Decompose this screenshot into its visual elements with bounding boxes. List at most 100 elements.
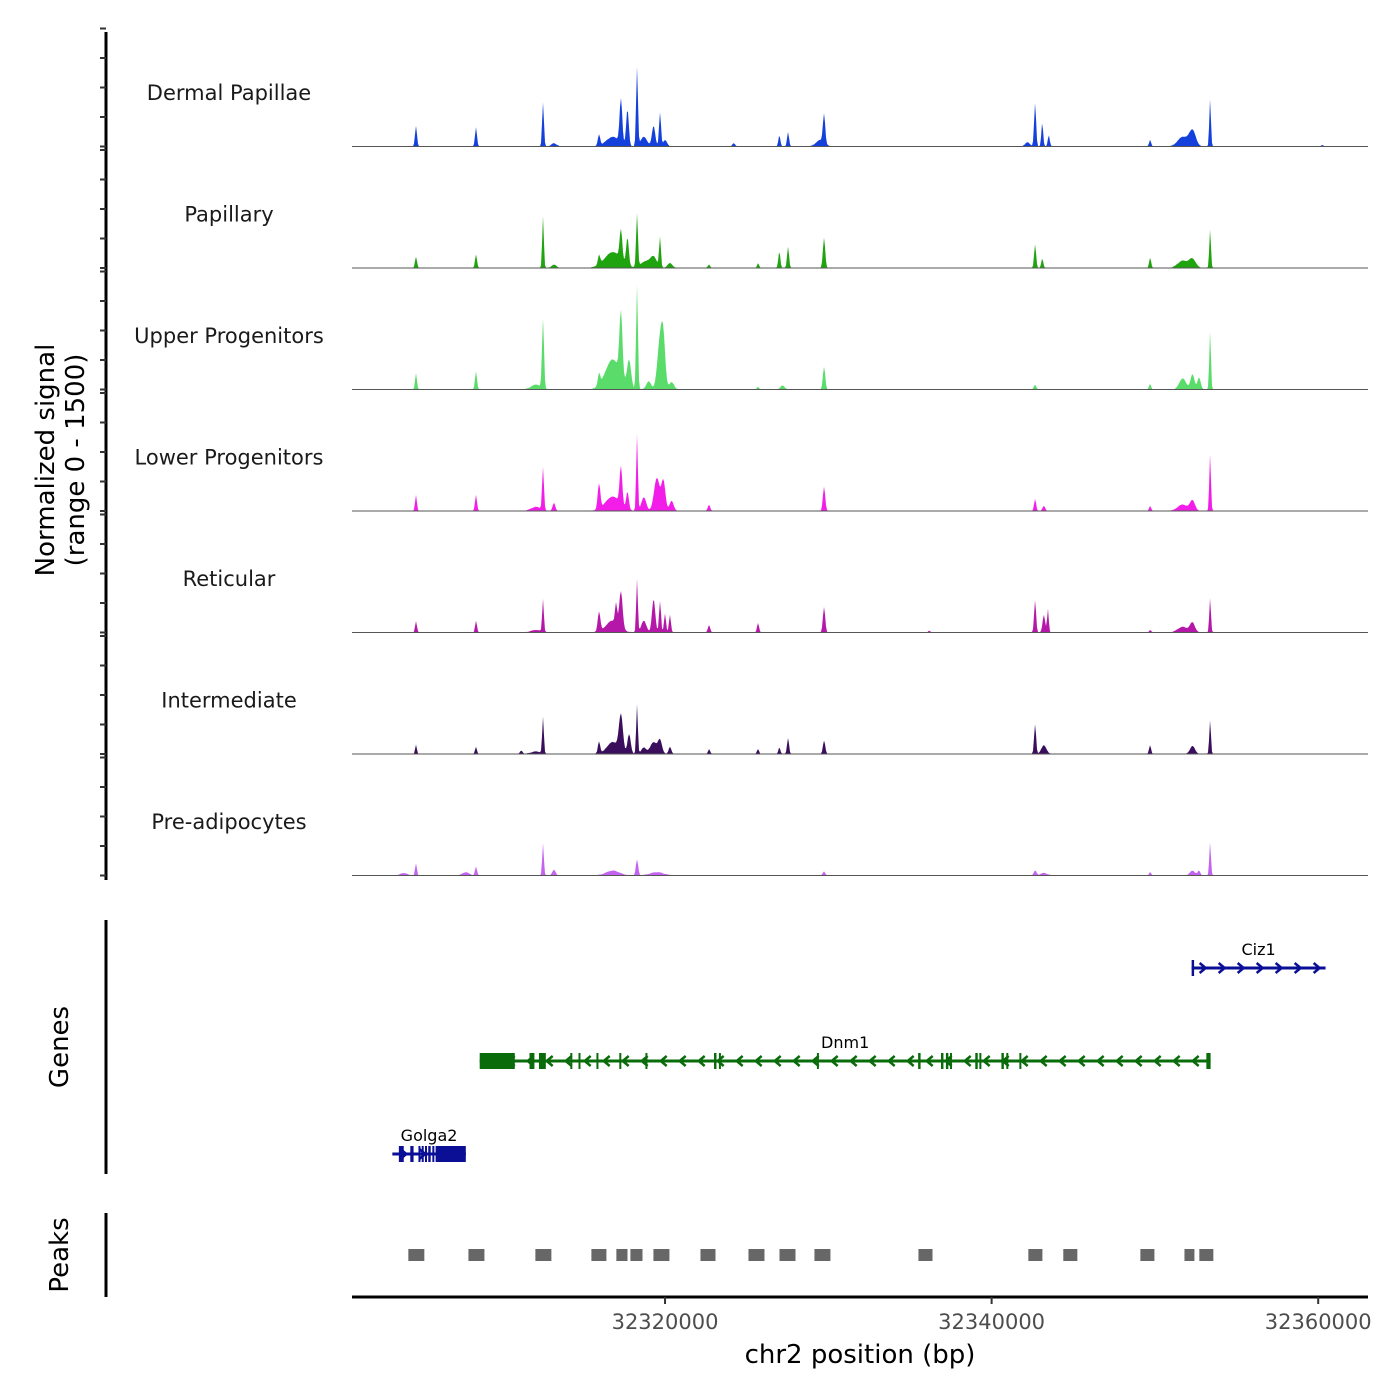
strand-arrow [867, 1055, 877, 1067]
peak-region [779, 1249, 796, 1261]
exon [410, 1146, 414, 1162]
peak-region [630, 1249, 643, 1261]
peak-region [1140, 1249, 1155, 1261]
peak-region [408, 1249, 425, 1261]
exon [1191, 960, 1195, 976]
signal-y-axis [100, 27, 108, 880]
signal-track-lower-progenitors: Lower Progenitors [135, 434, 1368, 512]
exon [538, 1053, 546, 1069]
peak-region [616, 1249, 628, 1261]
strand-arrow [924, 1055, 934, 1067]
strand-arrow [1133, 1055, 1143, 1067]
strand-arrow [1198, 962, 1208, 974]
strand-arrow [1171, 1055, 1181, 1067]
exon [975, 1053, 978, 1069]
x-tick-label: 32360000 [1265, 1310, 1372, 1334]
exon [816, 1053, 819, 1069]
signal-track-dermal-papillae: Dermal Papillae [147, 66, 1368, 147]
strand-arrow [1019, 1055, 1029, 1067]
peaks-panel-label: Peaks [45, 1217, 75, 1292]
peak-region [468, 1249, 485, 1261]
x-ticks: 32320000 32340000 32360000 [612, 1297, 1372, 1334]
exon [1001, 1053, 1004, 1069]
signal-area [352, 66, 1368, 147]
peak-region [700, 1249, 716, 1261]
gene-models: Dnm1 Ciz1 Golga2 [392, 940, 1326, 1162]
peaks-panel: Peaks [45, 1213, 1214, 1297]
exon [418, 1146, 421, 1162]
exon [479, 1053, 515, 1069]
gene-label: Golga2 [401, 1126, 458, 1145]
exon [945, 1053, 949, 1069]
strand-arrow [601, 1055, 611, 1067]
exon [979, 1053, 982, 1069]
strand-arrow [886, 1055, 896, 1067]
signal-track-upper-progenitors: Upper Progenitors [134, 284, 1368, 390]
strand-arrow [696, 1055, 706, 1067]
track-label: Pre-adipocytes [151, 810, 306, 834]
exon [428, 1146, 431, 1162]
peak-regions [408, 1249, 1214, 1261]
gene-label: Ciz1 [1241, 940, 1275, 959]
gene-label: Dnm1 [821, 1033, 869, 1052]
exon [940, 1053, 944, 1069]
x-axis-title: chr2 position (bp) [745, 1340, 976, 1370]
signal-panel: Dermal Papillae Papillary Upper Progenitor… [134, 66, 1368, 876]
strand-arrow [1274, 962, 1284, 974]
peak-region [1028, 1249, 1043, 1261]
strand-arrow [582, 1055, 592, 1067]
y-axis-title-line1: Normalized signal [31, 344, 61, 577]
strand-arrow [753, 1055, 763, 1067]
signal-area [352, 434, 1368, 511]
exon [718, 1053, 721, 1069]
strand-arrow [1152, 1055, 1162, 1067]
strand-arrow [1095, 1055, 1105, 1067]
gene-ciz1: Ciz1 [1191, 940, 1326, 976]
x-tick-label: 32320000 [612, 1310, 719, 1334]
x-tick-label: 32340000 [938, 1310, 1045, 1334]
gene-dnm1: Dnm1 [479, 1033, 1211, 1069]
strand-arrow [544, 1055, 554, 1067]
exon [949, 1053, 952, 1069]
signal-area [352, 704, 1368, 754]
peak-region [591, 1249, 607, 1261]
track-label: Lower Progenitors [135, 446, 324, 470]
exon [578, 1053, 581, 1069]
signal-track-papillary: Papillary [184, 203, 1368, 269]
peak-region [535, 1249, 552, 1261]
strand-arrow [563, 1055, 573, 1067]
strand-arrow [1076, 1055, 1086, 1067]
strand-arrow [981, 1055, 991, 1067]
signal-area [352, 842, 1368, 876]
strand-arrow [1114, 1055, 1124, 1067]
strand-arrow [772, 1055, 782, 1067]
peak-region [814, 1249, 831, 1261]
exon [645, 1053, 648, 1069]
signal-track-reticular: Reticular [183, 567, 1368, 633]
exon [570, 1053, 573, 1069]
strand-arrow [715, 1055, 725, 1067]
exon [596, 1053, 599, 1069]
track-label: Intermediate [161, 689, 297, 713]
exon [619, 1053, 622, 1069]
strand-arrow [1255, 962, 1265, 974]
exon [529, 1053, 535, 1069]
x-axis: 32320000 32340000 32360000 chr2 position (… [352, 1295, 1372, 1370]
signal-track-intermediate: Intermediate [161, 689, 1368, 755]
strand-arrow [658, 1055, 668, 1067]
track-label: Papillary [184, 203, 273, 227]
strand-arrow [1217, 962, 1227, 974]
peak-region [653, 1249, 670, 1261]
strand-arrow [905, 1055, 915, 1067]
peak-region [1184, 1249, 1195, 1261]
strand-arrow [1236, 962, 1246, 974]
track-label: Reticular [183, 567, 276, 591]
strand-arrow [810, 1055, 820, 1067]
gene-golga2: Golga2 [392, 1126, 466, 1162]
exon [714, 1053, 717, 1069]
exon [432, 1146, 435, 1162]
signal-track-pre-adipocytes: Pre-adipocytes [151, 810, 1368, 876]
exon [424, 1146, 427, 1162]
exon [421, 1146, 424, 1162]
